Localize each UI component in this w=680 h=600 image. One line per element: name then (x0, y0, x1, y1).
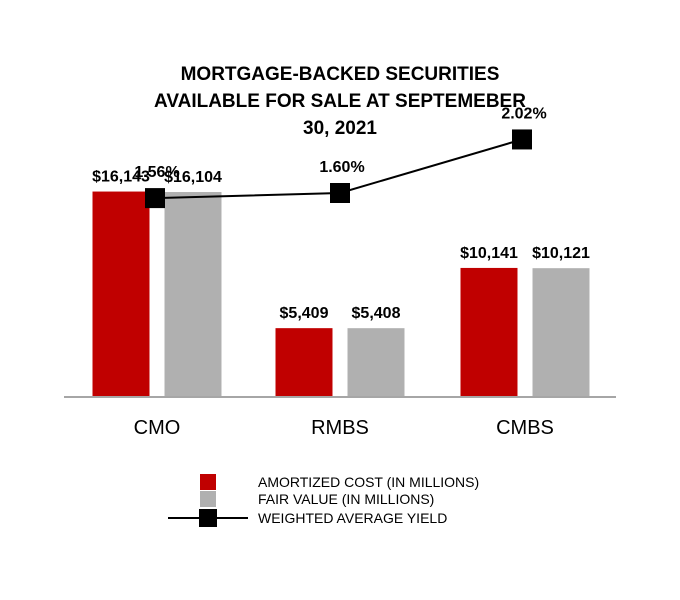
legend-label: WEIGHTED AVERAGE YIELD (258, 510, 447, 526)
x-tick-label: CMO (134, 417, 181, 439)
legend-label: FAIR VALUE (IN MILLIONS) (258, 491, 434, 507)
bar-rmbs-series2 (347, 328, 405, 397)
legend-swatch (200, 474, 216, 490)
yield-point-marker (512, 129, 532, 150)
chart-title-line: AVAILABLE FOR SALE AT SEPTEMEBER (154, 91, 526, 112)
bar-rmbs-series1 (275, 328, 333, 397)
chart-title: MORTGAGE-BACKED SECURITIES AVAILABLE FOR … (154, 64, 526, 139)
bar-cmo-series2 (164, 192, 222, 397)
bar-value-label: $5,408 (352, 305, 401, 322)
yield-value-label: 1.60% (319, 159, 364, 176)
chart-title-line: MORTGAGE-BACKED SECURITIES (181, 64, 500, 85)
legend: AMORTIZED COST (IN MILLIONS)FAIR VALUE (… (168, 474, 479, 527)
yield-point-marker (145, 188, 165, 209)
legend-label: AMORTIZED COST (IN MILLIONS) (258, 474, 479, 490)
bar-value-label: $16,104 (164, 169, 222, 186)
chart-title-line: 30, 2021 (303, 118, 377, 139)
bar-cmbs-series1 (460, 267, 518, 397)
legend-swatch (200, 491, 216, 507)
x-tick-label: RMBS (311, 417, 369, 439)
bars (92, 191, 590, 397)
yield-value-label: 1.56% (134, 164, 179, 181)
bar-value-label: $10,121 (532, 245, 590, 262)
bar-value-label: $5,409 (280, 305, 329, 322)
bar-data-labels: $16,143 $5,409 $10,141 $16,104 $5,408 $10,121 (92, 169, 590, 323)
yield-line: 1.56% 1.60% 2.02% (134, 105, 547, 209)
bar-value-label: $10,141 (460, 245, 518, 262)
bar-cmbs-series2 (532, 268, 590, 397)
category-labels: CMO RMBS CMBS (134, 417, 554, 439)
legend-marker (199, 509, 217, 527)
bar-cmo-series1 (92, 191, 150, 397)
x-tick-label: CMBS (496, 417, 554, 439)
yield-value-label: 2.02% (501, 105, 546, 122)
yield-point-marker (330, 183, 350, 203)
bar-value-label: $16,143 (92, 169, 150, 186)
